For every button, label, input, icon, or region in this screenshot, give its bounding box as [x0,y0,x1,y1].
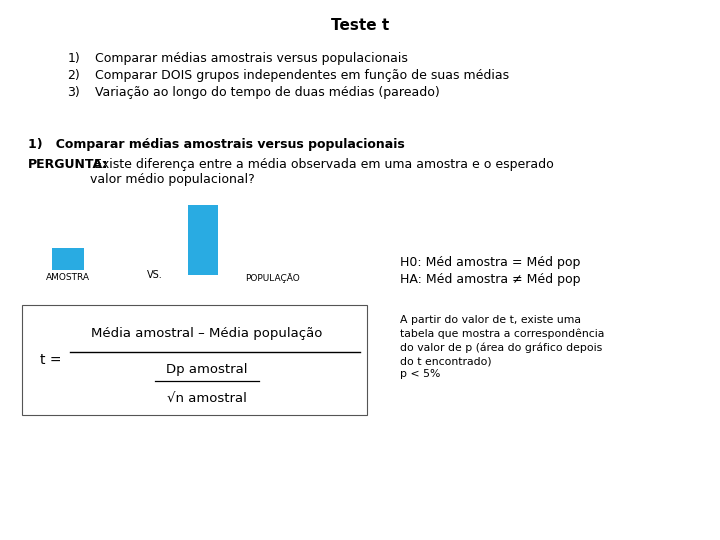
Text: 1)   Comparar médias amostrais versus populacionais: 1) Comparar médias amostrais versus popu… [28,138,405,151]
Text: A partir do valor de t, existe uma
tabela que mostra a correspondência
do valor : A partir do valor de t, existe uma tabel… [400,315,604,379]
Text: AMOSTRA: AMOSTRA [46,273,90,282]
Text: √n amostral: √n amostral [167,392,247,404]
Text: H0: Méd amostra = Méd pop: H0: Méd amostra = Méd pop [400,256,580,269]
Text: HA: Méd amostra ≠ Méd pop: HA: Méd amostra ≠ Méd pop [400,273,580,286]
Bar [22,305,367,415]
Text: 2): 2) [67,69,80,82]
Text: Comparar médias amostrais versus populacionais: Comparar médias amostrais versus populac… [95,52,408,65]
Text: 3): 3) [67,86,80,99]
Text: Comparar DOIS grupos independentes em função de suas médias: Comparar DOIS grupos independentes em fu… [95,69,509,82]
Text: PERGUNTA:: PERGUNTA: [28,158,109,171]
Text: Dp amostral: Dp amostral [166,362,248,375]
Text: Existe diferença entre a média observada em uma amostra e o esperado
valor médio: Existe diferença entre a média observada… [90,158,554,186]
Bar [188,205,218,275]
Text: Variação ao longo do tempo de duas médias (pareado): Variação ao longo do tempo de duas média… [95,86,440,99]
Bar [52,248,84,270]
Text: t =: t = [40,353,66,367]
Text: POPULAÇÃO: POPULAÇÃO [245,273,300,283]
Text: 1): 1) [67,52,80,65]
Text: VS.: VS. [147,270,163,280]
Text: Teste t: Teste t [331,18,389,33]
Text: Média amostral – Média população: Média amostral – Média população [91,327,323,340]
